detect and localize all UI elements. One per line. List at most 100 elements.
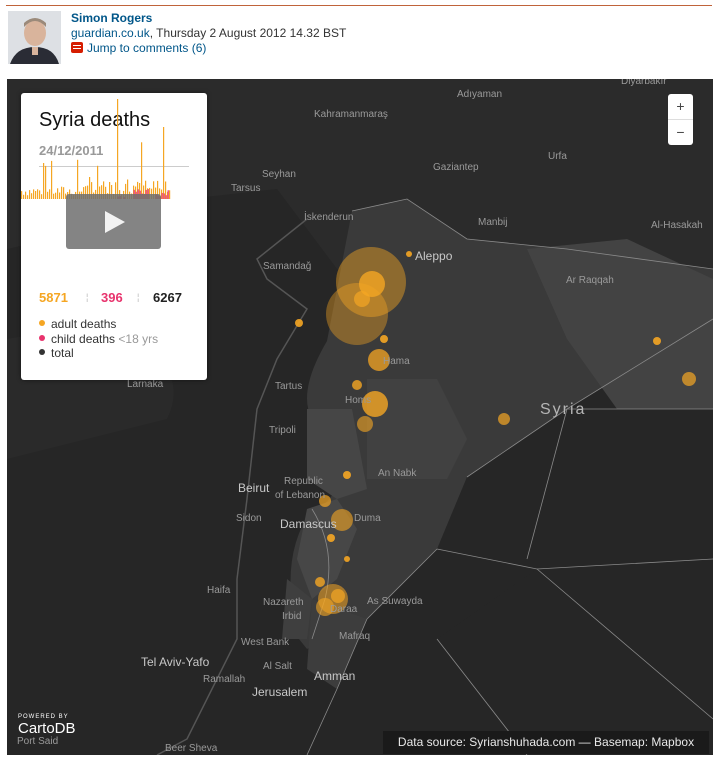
- sparkline-adult-bar: [97, 165, 99, 199]
- map-label-manbij: Manbij: [478, 217, 508, 228]
- sparkline-adult-bar: [163, 127, 165, 199]
- sparkline-adult-bar: [61, 186, 63, 199]
- sparkline-adult-bar: [39, 190, 41, 199]
- map-label-amman: Amman: [314, 669, 356, 683]
- zoom-control: + −: [668, 94, 693, 145]
- total-deaths-count: 6267: [153, 290, 182, 305]
- zoom-in-button[interactable]: +: [676, 98, 685, 114]
- panel-date: 24/12/2011: [39, 143, 104, 158]
- comment-icon: [71, 42, 83, 53]
- map-label-duma: Duma: [354, 513, 381, 524]
- jump-to-comments-link[interactable]: Jump to comments (6): [87, 41, 207, 55]
- sparkline-adult-bar: [77, 159, 79, 199]
- sparkline-adult-bar: [159, 188, 161, 199]
- child-dot-icon: [39, 334, 45, 341]
- map-label-hama: Hama: [383, 356, 410, 367]
- map-label-beer-sheva: Beer Sheva: [165, 743, 218, 754]
- play-button[interactable]: [66, 194, 161, 249]
- map-label-seyhan: Seyhan: [262, 169, 296, 180]
- source-link[interactable]: guardian.co.uk: [71, 26, 150, 40]
- map-label-irbid: Irbid: [282, 611, 302, 622]
- zoom-out-button[interactable]: −: [668, 119, 693, 145]
- cartodb-name: CartoDB: [18, 720, 76, 737]
- sparkline-adult-bar: [105, 186, 107, 199]
- sparkline-adult-bar: [31, 193, 33, 199]
- sparkline-adult-bar: [49, 189, 51, 199]
- map-label-al-hasakah: Al-Hasakah: [651, 220, 703, 231]
- map-label-al-salt: Al Salt: [263, 661, 292, 672]
- map-label-aleppo: Aleppo: [415, 249, 453, 263]
- sparkline-adult-bar: [115, 182, 117, 199]
- panel-divider: [39, 166, 189, 167]
- sparkline-adult-bar: [165, 181, 167, 199]
- map-label-ramallah: Ramallah: [203, 674, 246, 685]
- article-byline: Simon Rogers guardian.co.uk, Thursday 2 …: [71, 11, 346, 56]
- map-label-sidon: Sidon: [236, 513, 262, 524]
- map-label-jerusalem: Jerusalem: [252, 685, 308, 699]
- map-label-iskenderun: İskenderun: [304, 212, 354, 223]
- map-label-tartus: Tartus: [275, 381, 303, 392]
- sparkline-adult-bar: [109, 182, 111, 199]
- map-label-republic: Republic: [284, 476, 323, 487]
- sparkline-adult-bar: [45, 165, 47, 199]
- legend-total-label: total: [51, 346, 74, 360]
- publish-date: , Thursday 2 August 2012 14.32 BST: [149, 26, 347, 40]
- sparkline-adult-bar: [37, 189, 39, 199]
- sparkline-adult-bar: [117, 99, 119, 199]
- map-label-tel-aviv: Tel Aviv-Yafo: [141, 655, 210, 669]
- sparkline-adult-bar: [83, 187, 85, 199]
- adult-deaths-count: 5871: [39, 290, 68, 305]
- legend-child-label: child deaths: [51, 331, 116, 346]
- map-label-syria: Syria: [540, 401, 587, 418]
- sparkline-adult-bar: [151, 188, 153, 199]
- legend-adult-label: adult deaths: [51, 317, 117, 331]
- sparkline-adult-bar: [143, 185, 145, 199]
- map-label-diyarbakir: Diyarbakır: [621, 79, 667, 87]
- sparkline-child-bar: [161, 192, 163, 199]
- map-label-daraa: Daraa: [330, 604, 358, 615]
- deaths-timeline-sparkline[interactable]: [21, 93, 171, 203]
- sparkline-adult-bar: [141, 142, 143, 199]
- sparkline-adult-bar: [35, 191, 37, 199]
- legend-child-note: <18 yrs: [118, 331, 159, 346]
- author-photo: [8, 11, 61, 64]
- sparkline-adult-bar: [103, 181, 105, 199]
- sparkline-adult-bar: [51, 160, 53, 199]
- sparkline-adult-bar: [55, 192, 57, 199]
- sparkline-adult-bar: [21, 191, 23, 199]
- map-label-larnaka: Larnaka: [127, 379, 164, 390]
- cartodb-logo[interactable]: POWERED BY CartoDB: [18, 714, 76, 737]
- legend-item-total: total: [39, 346, 158, 361]
- sparkline-adult-bar: [153, 181, 155, 199]
- legend-item-adult: adult deaths: [39, 317, 158, 332]
- map-label-damascus: Damascus: [280, 517, 337, 531]
- sparkline-adult-bar: [101, 185, 103, 199]
- panel-legend: adult deaths child deaths <18 yrs total: [39, 317, 158, 361]
- sparkline-adult-bar: [25, 191, 27, 199]
- author-avatar: [8, 11, 61, 64]
- author-name-link[interactable]: Simon Rogers: [71, 11, 153, 25]
- sparkline-adult-bar: [125, 183, 127, 199]
- sparkline-child-bar: [163, 193, 165, 199]
- map-label-urfa: Urfa: [548, 151, 567, 162]
- map-label-as-suwayda: As Suwayda: [367, 596, 423, 607]
- sparkline-adult-bar: [63, 187, 65, 199]
- map-label-samandag: Samandağ: [263, 261, 312, 272]
- sparkline-child-bar: [167, 190, 169, 199]
- sparkline-adult-bar: [157, 180, 159, 199]
- sparkline-adult-bar: [149, 187, 151, 199]
- deaths-info-panel: Syria deaths 24/12/2011 5871 ¦ 396 ¦ 626…: [21, 93, 207, 380]
- map-label-gaziantep: Gaziantep: [433, 162, 479, 173]
- map-label-west-bank: West Bank: [241, 637, 290, 648]
- map-basemap: [7, 79, 713, 755]
- sparkline-adult-bar: [145, 180, 147, 199]
- sparkline-adult-bar: [111, 185, 113, 199]
- total-dot-icon: [39, 349, 45, 355]
- sparkline-adult-bar: [169, 190, 171, 199]
- sparkline-adult-bar: [155, 187, 157, 199]
- syria-deaths-map[interactable]: Diyarbakır Adıyaman Kahramanmaraş Urfa G…: [7, 79, 713, 755]
- sparkline-adult-bar: [43, 163, 45, 199]
- sparkline-adult-bar: [85, 186, 87, 199]
- sparkline-adult-bar: [47, 191, 49, 199]
- count-separator: ¦: [86, 292, 89, 302]
